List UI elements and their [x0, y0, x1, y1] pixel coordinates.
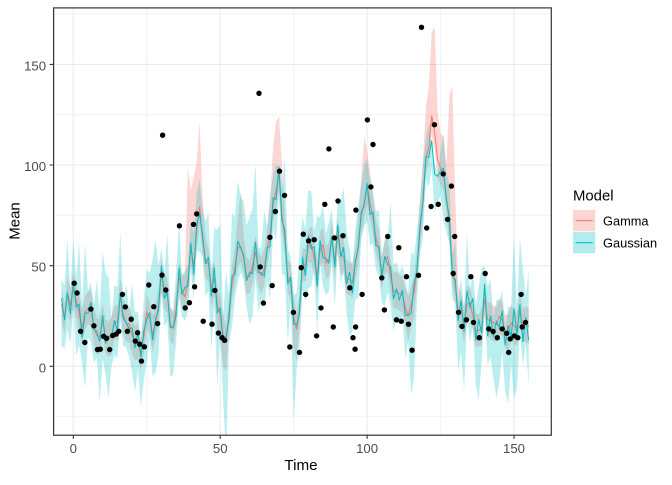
svg-text:50: 50	[31, 260, 46, 275]
svg-text:100: 100	[24, 159, 46, 174]
svg-text:Model: Model	[573, 189, 614, 205]
svg-text:150: 150	[503, 441, 525, 456]
svg-text:Gamma: Gamma	[603, 214, 649, 229]
svg-text:100: 100	[356, 441, 378, 456]
svg-text:Gaussian: Gaussian	[603, 236, 657, 251]
svg-text:50: 50	[213, 441, 228, 456]
svg-text:Mean: Mean	[7, 202, 24, 240]
svg-text:0: 0	[70, 441, 77, 456]
svg-text:Time: Time	[284, 457, 317, 474]
svg-text:150: 150	[24, 58, 46, 73]
svg-text:0: 0	[39, 360, 46, 375]
